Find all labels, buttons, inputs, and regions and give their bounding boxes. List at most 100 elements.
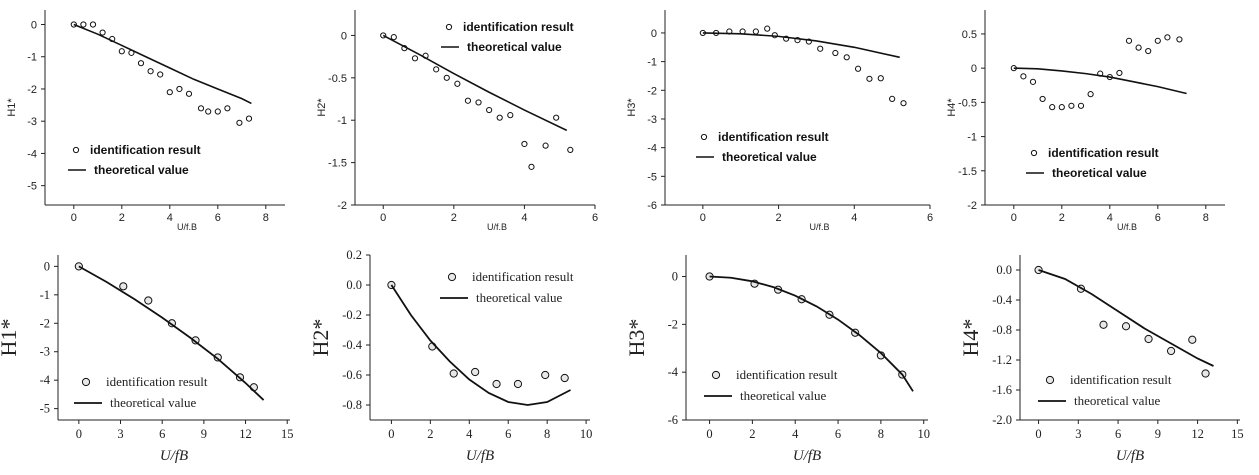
- legend: identification result theoretical value: [1026, 146, 1159, 180]
- theoretical-value-line: [382, 34, 568, 132]
- x-tick-label: 2: [119, 212, 125, 224]
- y-tick-label: -2: [40, 316, 50, 330]
- legend: identification result theoretical value: [441, 20, 574, 54]
- x-tick-label: 6: [505, 427, 511, 441]
- y-tick-label: -2: [337, 200, 347, 212]
- legend-label-line: theoretical value: [1052, 166, 1147, 180]
- x-tick-label: 4: [851, 212, 857, 224]
- y-tick-label: -4: [647, 143, 657, 155]
- legend-label-line: theoretical value: [476, 290, 562, 305]
- chart-panel-1: 0 2 4 6 8 0 -1 -2 -3 -4 -5 U/f.B H1* identification r…: [6, 10, 285, 232]
- y-tick-label: -4: [668, 365, 679, 379]
- identification-result-point: [214, 108, 221, 115]
- chart-panel-8: 0 3 6 9 12 15 0.0 -0.4 -0.8 -1.2 -1.6 -2.0 U/fB H4* id…: [958, 255, 1244, 464]
- legend-label-points: identification result: [472, 269, 574, 284]
- identification-result-point: [521, 140, 528, 148]
- theoretical-value-line: [702, 32, 900, 59]
- identification-result-point: [118, 48, 125, 55]
- x-tick-label: 8: [263, 212, 269, 224]
- x-tick-label: 12: [1191, 427, 1204, 441]
- y-tick-label: -2: [27, 84, 37, 96]
- chart-panel-6: 0 2 4 6 8 10 0.2 0.0 -0.2 -0.4 -0.6 -0.8 U/fB H2* iden…: [308, 248, 592, 464]
- legend-label-points: identification result: [1048, 146, 1159, 160]
- y-tick-label: 0.5: [962, 29, 977, 41]
- x-tick-label: 4: [792, 427, 799, 441]
- legend-marker-points: [72, 146, 80, 154]
- x-tick-label: 6: [927, 212, 933, 224]
- x-tick-label: 0: [388, 427, 394, 441]
- identification-result-point: [454, 80, 461, 87]
- identification-result-point: [1164, 34, 1171, 41]
- y-tick-label: -0.6: [342, 368, 362, 382]
- y-tick-label: -1: [337, 115, 347, 127]
- identification-result-point: [492, 379, 501, 389]
- identification-result-point: [475, 99, 482, 106]
- identification-result-point: [877, 75, 884, 82]
- identification-result-point: [1116, 69, 1123, 77]
- y-tick-label: -6: [668, 413, 678, 427]
- y-tick-label: -5: [647, 171, 657, 183]
- legend-label-line: theoretical value: [94, 163, 189, 177]
- y-tick-label: -3: [647, 114, 657, 126]
- legend-marker-points: [1030, 149, 1038, 157]
- y-axis-title: H3*: [626, 98, 638, 117]
- x-tick-label: 2: [1059, 212, 1065, 224]
- y-tick-label: -0.8: [992, 323, 1012, 337]
- y-tick-label: 0: [31, 20, 37, 32]
- y-axis-title: H2*: [316, 98, 328, 117]
- chart-panel-4: 0 2 4 6 8 0.5 0 -0.5 -1 -1.5 -2 U/f.B H4* identificat…: [946, 10, 1225, 232]
- x-tick-label: 6: [159, 427, 165, 441]
- identification-result-point: [1029, 78, 1037, 85]
- legend-marker-points: [711, 370, 721, 380]
- x-tick-label: 8: [544, 427, 550, 441]
- legend-label-points: identification result: [463, 20, 574, 34]
- y-tick-label: -1.2: [992, 353, 1012, 367]
- identification-result-point: [137, 60, 145, 67]
- chart-panel-3: 0 2 4 6 0 -1 -2 -3 -4 -5 -6 U/f.B H3* identification …: [626, 10, 933, 232]
- y-tick-label: -4: [40, 373, 51, 387]
- identification-result-point: [567, 146, 574, 153]
- y-tick-label: -4: [27, 148, 37, 160]
- identification-result-point: [1020, 73, 1027, 80]
- identification-result-point: [1058, 104, 1065, 111]
- identification-result-point: [1201, 369, 1210, 378]
- x-tick-label: 4: [521, 212, 527, 224]
- identification-result-point: [1077, 102, 1085, 109]
- x-tick-label: 0: [76, 427, 82, 441]
- x-tick-label: 2: [427, 427, 433, 441]
- chart-panel-2: 0 2 4 6 0 -0.5 -1 -1.5 -2 U/f.B H2* identification …: [316, 10, 598, 232]
- identification-result-point: [471, 367, 480, 377]
- identification-result-point: [1121, 322, 1131, 331]
- y-tick-label: -0.5: [328, 73, 347, 85]
- theoretical-value-line: [78, 265, 265, 401]
- identification-result-point: [1125, 37, 1133, 44]
- legend-marker-points: [700, 133, 708, 141]
- identification-result-point: [1049, 104, 1056, 111]
- identification-result-point: [224, 105, 231, 112]
- y-tick-label: 0: [651, 28, 657, 40]
- identification-result-point: [1068, 102, 1075, 109]
- identification-result-point: [185, 90, 193, 97]
- x-tick-label: 2: [749, 427, 755, 441]
- identification-result-point: [854, 65, 862, 72]
- legend: identification result theoretical value: [74, 374, 208, 410]
- identification-result-point: [433, 66, 440, 73]
- x-axis-title: U/f.B: [1117, 222, 1137, 232]
- legend-label-points: identification result: [718, 130, 829, 144]
- y-tick-label: -2: [668, 317, 678, 331]
- identification-result-point: [464, 97, 472, 104]
- identification-result-point: [166, 89, 173, 96]
- y-tick-label: -5: [40, 402, 50, 416]
- identification-result-point: [1188, 335, 1197, 344]
- y-tick-label: -3: [40, 345, 50, 359]
- identification-result-point: [236, 119, 243, 126]
- identification-result-point: [1176, 36, 1183, 43]
- identification-result-point: [99, 29, 106, 36]
- x-tick-label: 12: [239, 427, 252, 441]
- y-tick-label: 0.0: [996, 263, 1012, 277]
- x-tick-label: 6: [1155, 212, 1161, 224]
- x-tick-label: 8: [1203, 212, 1209, 224]
- x-tick-label: 0: [706, 427, 712, 441]
- identification-result-point: [147, 68, 154, 75]
